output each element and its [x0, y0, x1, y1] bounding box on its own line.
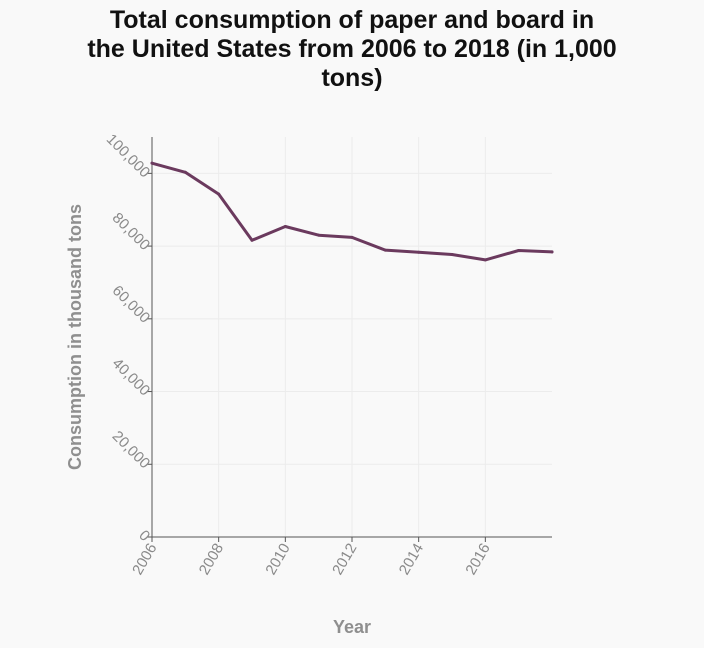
y-tick-label-5: 100,000 [103, 131, 153, 181]
axes [147, 137, 552, 542]
data-point-0-10 [483, 258, 487, 262]
x-tick-label-2: 2010 [262, 541, 293, 578]
y-axis-title: Consumption in thousand tons [65, 204, 85, 470]
data-point-0-0 [150, 161, 154, 165]
data-point-0-11 [517, 248, 521, 252]
chart-title: Total consumption of paper and board in … [0, 6, 704, 93]
data-point-0-12 [550, 250, 554, 254]
y-tick-label-1: 20,000 [109, 428, 153, 472]
chart-title-line-1: Total consumption of paper and board in [109, 6, 595, 34]
x-tick-label-5: 2016 [462, 541, 493, 578]
data-point-0-9 [450, 252, 454, 256]
chart-title-line-3: tons) [321, 64, 383, 92]
data-point-0-2 [217, 192, 221, 196]
y-tick-label-4: 80,000 [109, 209, 153, 253]
chart-title-line-2: the United States from 2006 to 2018 (in … [87, 35, 617, 63]
x-axis-title: Year [333, 617, 371, 637]
series-group [150, 161, 554, 262]
data-point-0-1 [183, 170, 187, 174]
data-point-0-8 [417, 250, 421, 254]
grid [152, 137, 552, 537]
data-point-0-6 [350, 235, 354, 239]
data-point-0-3 [250, 238, 254, 242]
x-tick-label-0: 2006 [129, 541, 160, 578]
y-tick-label-2: 40,000 [109, 355, 153, 399]
x-tick-label-4: 2014 [396, 541, 427, 578]
y-tick-label-3: 60,000 [109, 282, 153, 326]
data-point-0-5 [317, 233, 321, 237]
data-point-0-7 [383, 248, 387, 252]
data-point-0-4 [283, 224, 287, 228]
x-tick-label-3: 2012 [329, 541, 360, 578]
x-tick-label-1: 2008 [196, 541, 227, 578]
